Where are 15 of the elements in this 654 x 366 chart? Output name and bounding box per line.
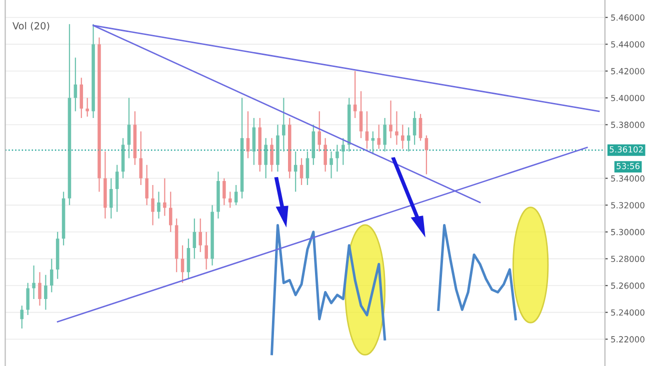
text: 53:56: [616, 162, 640, 170]
y-tick-label: 5.42000: [611, 68, 644, 74]
y-tick-label: 5.30000: [611, 228, 644, 236]
y-tick-label: 5.22000: [611, 336, 644, 342]
y-tick-label: 5.34000: [611, 175, 644, 182]
y-tick-label: 5.40000: [611, 94, 644, 102]
y-tick-label: 5.44000: [611, 41, 644, 48]
y-tick-label: 5.32000: [611, 202, 644, 208]
y-tick-label: 5.46000: [611, 14, 644, 21]
y-tick-label: 5.26000: [611, 282, 644, 289]
ref-line-label: 5.36102: [610, 146, 643, 153]
annotation: Vol (20): [12, 22, 50, 31]
y-tick-label: 5.38000: [611, 122, 644, 128]
y-tick-label: 5.24000: [611, 309, 644, 316]
y-tick-label: 5.28000: [611, 256, 644, 262]
